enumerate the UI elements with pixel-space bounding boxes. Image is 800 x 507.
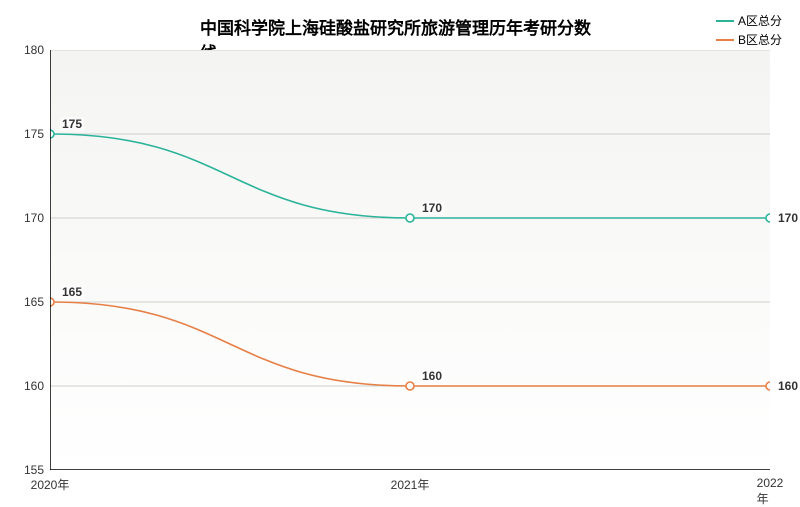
legend: A区总分 B区总分	[716, 12, 782, 50]
series-marker	[766, 214, 770, 222]
y-tick-label: 160	[24, 379, 44, 393]
y-tick-label: 180	[24, 43, 44, 57]
chart-container: 中国科学院上海硅酸盐研究所旅游管理历年考研分数线 A区总分 B区总分 15516	[0, 0, 800, 500]
legend-item-a: A区总分	[716, 12, 782, 29]
data-point-label: 160	[420, 369, 444, 383]
data-point-label: 160	[776, 379, 800, 393]
legend-label-a: A区总分	[738, 12, 782, 29]
legend-swatch-b	[716, 39, 734, 41]
y-tick-label: 165	[24, 295, 44, 309]
data-point-label: 175	[60, 117, 84, 131]
x-tick-label: 2021年	[391, 476, 430, 493]
plot-area: 155160165170175180 2020年2021年2022年 17517…	[50, 50, 770, 470]
data-point-label: 170	[420, 201, 444, 215]
legend-label-b: B区总分	[738, 31, 782, 48]
legend-item-b: B区总分	[716, 31, 782, 48]
series-marker	[406, 214, 414, 222]
plot-background	[50, 50, 770, 470]
y-tick-label: 175	[24, 127, 44, 141]
y-tick-label: 155	[24, 463, 44, 477]
series-marker	[766, 382, 770, 390]
data-point-label: 170	[776, 211, 800, 225]
data-point-label: 165	[60, 285, 84, 299]
x-tick-label: 2020年	[31, 476, 70, 493]
legend-swatch-a	[716, 20, 734, 22]
x-tick-label: 2022年	[757, 476, 784, 507]
plot-svg	[50, 50, 770, 470]
y-tick-label: 170	[24, 211, 44, 225]
series-marker	[406, 382, 414, 390]
